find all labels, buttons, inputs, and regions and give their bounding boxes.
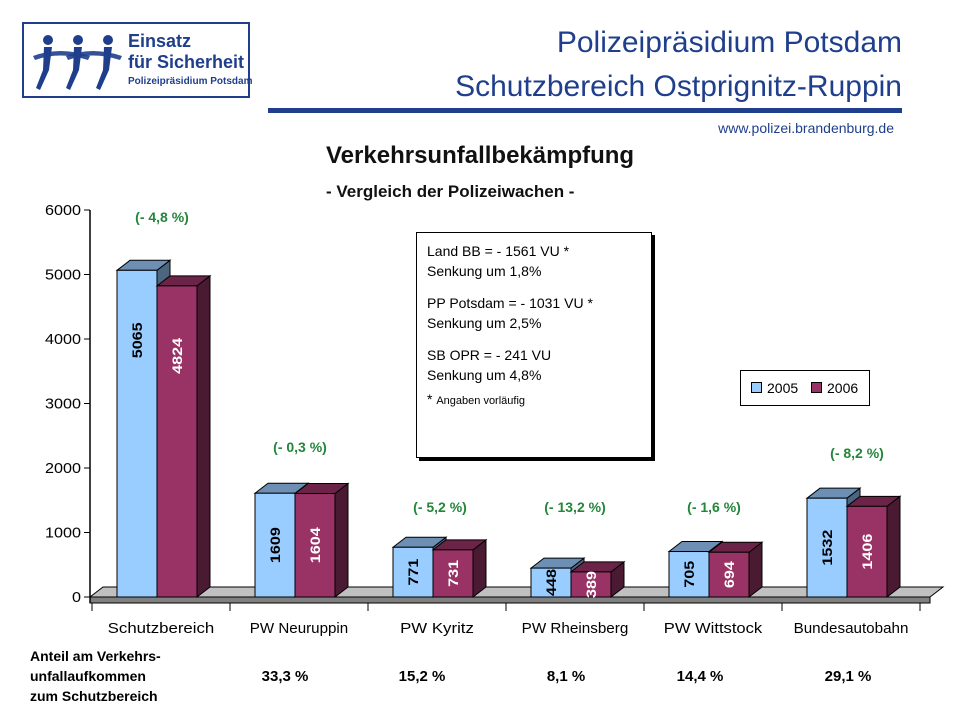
bar-2006 [156, 285, 198, 598]
bar-2005 [116, 269, 158, 598]
bar-value-label: 5065 [129, 322, 145, 358]
infobox-note: Angaben vorläufig [436, 395, 526, 407]
bar-side [886, 495, 901, 599]
infobox-land-line2: Senkung um 1,8% [427, 263, 542, 279]
infobox-note-star: * [427, 391, 433, 407]
share-value: 8,1 % [546, 668, 586, 685]
summary-infobox: Land BB = - 1561 VU * Senkung um 1,8% PP… [416, 232, 652, 458]
legend-swatch-2006 [811, 382, 822, 393]
logo: Einsatz für Sicherheit Polizeipräsidium … [22, 22, 253, 98]
x-category-label: Schutzbereich [108, 620, 215, 637]
change-label: (- 4,8 %) [135, 209, 189, 225]
change-label: (- 1,6 %) [687, 499, 741, 515]
x-category-label: PW Rheinsberg [522, 620, 629, 637]
bar-value-label: 448 [543, 569, 559, 596]
chart-legend: 2005 2006 [740, 370, 870, 406]
share-value: 15,2 % [398, 668, 446, 685]
header-divider [268, 108, 902, 113]
bar-value-label: 1406 [859, 533, 875, 569]
header-title-line1: Polizeipräsidium Potsdam [556, 26, 902, 59]
x-category-label: PW Neuruppin [250, 620, 348, 637]
logo-text-einsatz: Einsatz [128, 31, 192, 51]
y-tick-label: 5000 [45, 267, 81, 284]
bar-value-label: 731 [445, 560, 461, 587]
bar-2006 [846, 505, 888, 598]
infobox-pp-line2: Senkung um 2,5% [427, 315, 542, 331]
change-label: (- 0,3 %) [273, 439, 327, 455]
bar-value-label: 1604 [307, 527, 323, 563]
header-title-line2: Schutzbereich Ostprignitz-Ruppin [455, 70, 902, 103]
chart-subtitle: - Vergleich der Polizeiwachen - [326, 182, 575, 201]
bar-2006 [432, 549, 474, 598]
infobox-sb-line2: Senkung um 4,8% [427, 367, 542, 383]
infobox-sb-line1: SB OPR = - 241 VU [427, 347, 552, 363]
x-category-label: PW Kyritz [400, 620, 474, 637]
bar-chart: 0 1000 2000 3000 4000 5000 6000 5065 4824 Schutzb… [45, 202, 945, 637]
chart-title: Verkehrsunfallbekämpfung [326, 142, 635, 169]
share-label-line2: unfallaufkommen [30, 668, 146, 684]
bar-2005 [530, 567, 572, 598]
website-link[interactable]: www.polizei.brandenburg.de [718, 120, 894, 136]
change-label: (- 8,2 %) [830, 445, 884, 461]
police-figures-icon [33, 35, 122, 90]
bar-2006 [570, 571, 612, 598]
y-tick-label: 4000 [45, 331, 81, 348]
bar-value-label: 771 [405, 558, 421, 585]
bar-value-label: 1609 [267, 527, 283, 563]
legend-swatch-2005 [751, 382, 762, 393]
bar-value-label: 1532 [819, 529, 835, 565]
legend-label-2005: 2005 [767, 380, 799, 396]
share-label-line1: Anteil am Verkehrs- [30, 648, 161, 664]
change-label: (- 5,2 %) [413, 499, 467, 515]
share-label: Anteil am Verkehrs- unfallaufkommen zum … [30, 646, 161, 706]
bar-value-label: 694 [721, 561, 737, 588]
change-label: (- 13,2 %) [544, 499, 605, 515]
bar-value-label: 4824 [169, 338, 185, 374]
y-tick-label: 2000 [45, 460, 81, 477]
bar-2006 [708, 551, 750, 598]
bar-2005 [392, 546, 434, 598]
bar-value-label: 705 [681, 561, 697, 588]
bar-side [196, 274, 211, 599]
x-category-label: PW Wittstock [664, 620, 763, 637]
bar-2005 [254, 492, 296, 598]
share-label-line3: zum Schutzbereich [30, 688, 158, 704]
chart-floor-edge [89, 596, 931, 604]
bar-value-label: 389 [583, 571, 599, 598]
y-tick-label: 3000 [45, 396, 81, 413]
bar-2006 [294, 493, 336, 598]
infobox-land-line1: Land BB = - 1561 VU * [427, 243, 570, 259]
share-value: 14,4 % [676, 668, 724, 685]
x-category-label: Bundesautobahn [794, 620, 909, 637]
y-tick-label: 0 [72, 589, 81, 606]
bar-side [334, 482, 349, 599]
legend-label-2006: 2006 [827, 380, 859, 396]
logo-text-sicherheit: für Sicherheit [128, 52, 245, 72]
share-value: 33,3 % [261, 668, 309, 685]
bar-2005 [806, 497, 848, 598]
infobox-pp-line1: PP Potsdam = - 1031 VU * [427, 295, 593, 311]
y-tick-label: 6000 [45, 202, 81, 219]
logo-text-praesidium: Polizeipräsidium Potsdam [128, 76, 253, 87]
y-tick-label: 1000 [45, 525, 81, 542]
share-value: 29,1 % [824, 668, 872, 685]
